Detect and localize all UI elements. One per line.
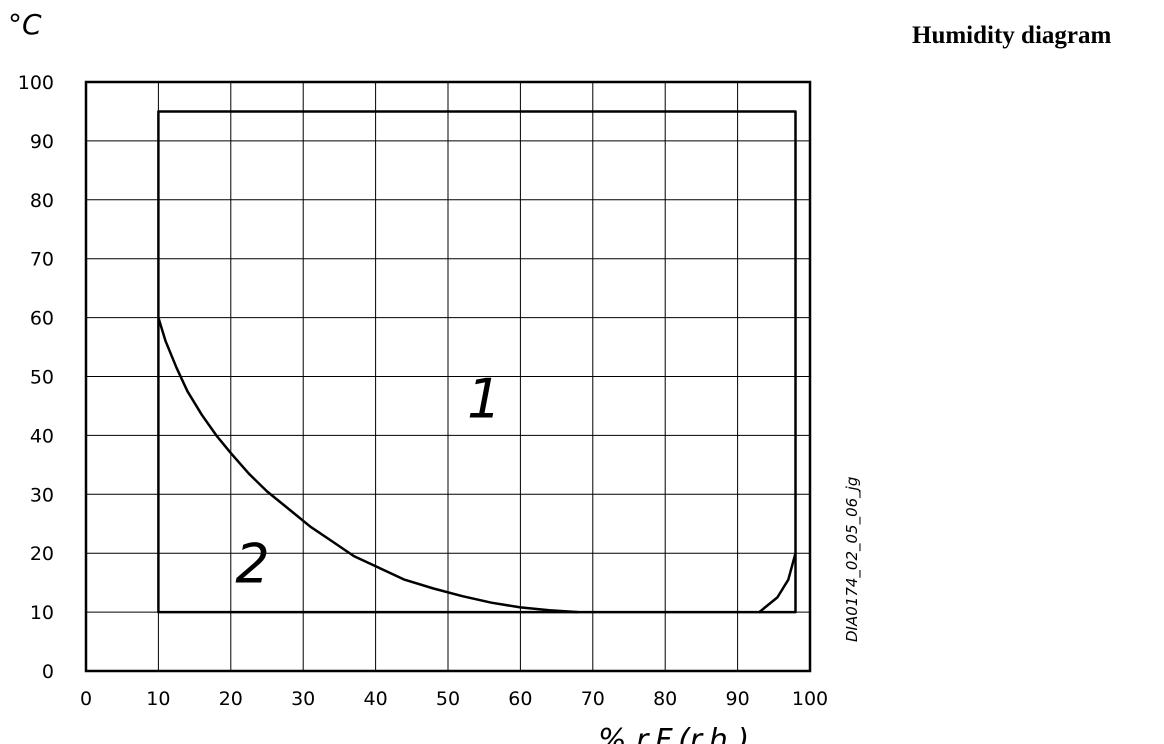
y-tick-label: 90 xyxy=(30,131,54,153)
y-axis-label: °C xyxy=(8,8,42,41)
y-tick-label: 20 xyxy=(30,543,54,565)
x-tick-label: 90 xyxy=(726,688,750,710)
y-tick-label: 30 xyxy=(30,484,54,506)
region-labels: 12 xyxy=(235,368,501,596)
x-tick-label: 70 xyxy=(581,688,605,710)
x-tick-label: 10 xyxy=(146,688,170,710)
y-tick-label: 50 xyxy=(30,367,54,389)
x-tick-label: 80 xyxy=(653,688,677,710)
region-label-2: 2 xyxy=(235,533,269,596)
x-tick-label: 100 xyxy=(792,688,828,710)
x-tick-label: 30 xyxy=(291,688,315,710)
x-axis-label: % r.F.(r.h.) xyxy=(598,723,749,744)
plot-frame xyxy=(84,80,812,673)
tick-labels: 0 10 20 30 40 50 60 70 80 90 100 0 10 20 30 40 50 60 70 80 9… xyxy=(18,72,828,710)
grid-lines xyxy=(86,82,810,671)
y-tick-label: 80 xyxy=(30,190,54,212)
x-tick-label: 0 xyxy=(80,688,92,710)
x-tick-label: 40 xyxy=(364,688,388,710)
x-tick-label: 20 xyxy=(219,688,243,710)
x-tick-label: 60 xyxy=(508,688,532,710)
y-tick-label: 70 xyxy=(30,249,54,271)
y-tick-label: 60 xyxy=(30,308,54,330)
page-title: Humidity diagram xyxy=(912,22,1112,49)
series-line-2 xyxy=(157,317,797,614)
series-curves xyxy=(157,110,797,614)
y-tick-label: 0 xyxy=(42,661,54,683)
y-tick-label: 10 xyxy=(30,602,54,624)
y-tick-label: 100 xyxy=(18,72,54,94)
y-tick-label: 40 xyxy=(30,425,54,447)
drawing-id: DIA0174_02_05_06_jg xyxy=(843,477,862,642)
region-label-1: 1 xyxy=(467,368,501,431)
x-tick-label: 50 xyxy=(436,688,460,710)
